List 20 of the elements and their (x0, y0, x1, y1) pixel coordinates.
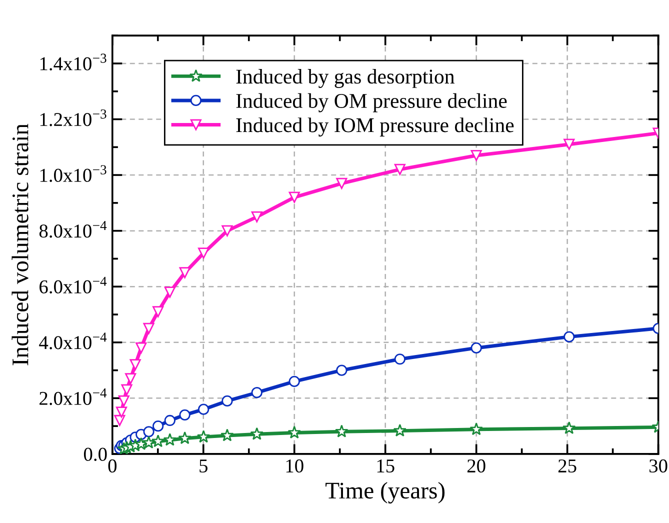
x-tick-label: 5 (200, 460, 208, 473)
legend-label: Induced by OM pressure decline (236, 93, 507, 112)
legend-label: Induced by gas desorption (236, 69, 454, 88)
x-axis-title: Time (years) (326, 482, 445, 504)
y-tick-label: 6.0x10$^{−4}$ (40, 276, 107, 294)
y-tick-label: 4.0x10$^{−4}$ (39, 332, 107, 350)
y-tick-label: 8.0x10$^{−4}$ (39, 221, 107, 238)
legend-label: Induced by IOM pressure decline (236, 118, 514, 137)
x-tick-label: 20 (467, 459, 486, 473)
x-tick-label: 0 (108, 459, 117, 473)
x-tick-label: 30 (650, 459, 668, 473)
x-tick-label: 15 (377, 459, 394, 473)
y-tick-label: 2.0x10$^{−4}$ (40, 388, 107, 406)
y-tick-label: 0.0 (84, 448, 107, 461)
y-axis-title: Induced volumetric strain (12, 124, 28, 366)
y-tick-label: 1.2x10$^{−3}$ (40, 109, 106, 126)
x-tick-label: 25 (558, 459, 576, 473)
x-tick-label: 10 (286, 459, 304, 473)
y-tick-label: 1.4x10$^{−3}$ (40, 54, 106, 70)
y-tick-label: 1.0x10$^{−3}$ (40, 165, 106, 182)
